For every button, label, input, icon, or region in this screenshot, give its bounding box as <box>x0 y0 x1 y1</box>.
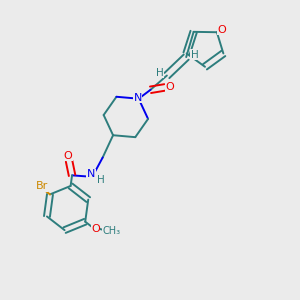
Text: O: O <box>64 151 72 161</box>
Text: O: O <box>166 82 175 92</box>
Text: Br: Br <box>36 181 48 191</box>
Text: CH₃: CH₃ <box>103 226 121 236</box>
Text: H: H <box>190 50 198 60</box>
Text: H: H <box>156 68 163 77</box>
Text: O: O <box>91 224 100 234</box>
Text: N: N <box>87 169 95 179</box>
Text: O: O <box>218 25 226 35</box>
Text: H: H <box>97 175 105 185</box>
Text: N: N <box>134 93 142 103</box>
